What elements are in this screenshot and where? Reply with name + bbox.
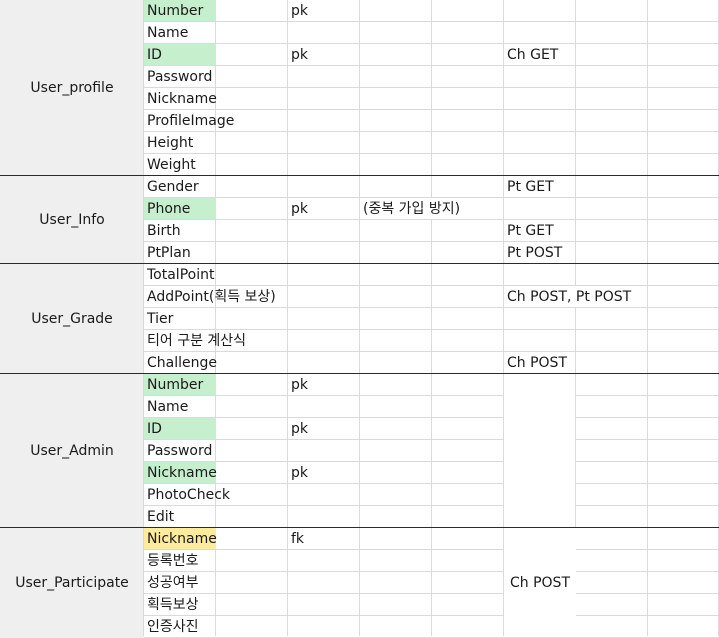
api-method-cell[interactable]: Pt GET [507, 223, 554, 239]
key-type-cell[interactable]: pk [291, 465, 308, 481]
merged-method-cell[interactable]: Ch POST [504, 528, 576, 637]
overflow-mask [504, 286, 647, 307]
row-gridline [144, 461, 719, 462]
field-name-cell[interactable]: Name [147, 399, 189, 415]
field-name-cell[interactable]: 티어 구분 계산식 [147, 333, 247, 349]
row-gridline [144, 43, 719, 44]
column-gridline [503, 0, 504, 636]
row-gridline [144, 153, 719, 154]
overflow-mask [216, 286, 287, 307]
key-type-cell[interactable]: pk [291, 421, 308, 437]
api-method-cell[interactable]: Pt POST [507, 245, 563, 261]
column-gridline [143, 0, 144, 636]
key-type-cell[interactable]: pk [291, 201, 308, 217]
row-gridline [144, 615, 719, 616]
row-gridline [144, 395, 719, 396]
field-name-cell[interactable]: Phone [144, 198, 216, 219]
column-gridline [647, 0, 648, 636]
field-name-cell[interactable]: PtPlan [147, 245, 191, 261]
field-name-cell[interactable]: Birth [147, 223, 181, 239]
field-name-cell[interactable]: Tier [147, 311, 174, 327]
group-label-cell[interactable] [0, 176, 144, 264]
row-gridline [144, 505, 719, 506]
overflow-mask [216, 110, 287, 131]
column-gridline [575, 0, 576, 636]
group-separator [0, 175, 719, 176]
overflow-mask [360, 198, 503, 219]
field-name-cell[interactable]: 인증사진 [147, 619, 199, 635]
group-separator [0, 263, 719, 264]
field-name-cell[interactable]: Gender [147, 179, 199, 195]
row-gridline [144, 307, 719, 308]
field-name-cell[interactable]: Nickname [144, 462, 217, 483]
api-method-cell[interactable]: Ch GET [507, 47, 559, 63]
row-gridline [144, 351, 719, 352]
merged-method-cell[interactable] [504, 374, 575, 527]
row-gridline [144, 593, 719, 594]
field-name-cell[interactable]: Nickname [144, 528, 217, 549]
field-name-cell[interactable]: Password [147, 69, 213, 85]
row-gridline [144, 131, 719, 132]
row-gridline [144, 549, 719, 550]
row-gridline [144, 439, 719, 440]
overflow-mask [216, 484, 287, 505]
row-gridline [144, 483, 719, 484]
field-name-cell[interactable]: Weight [147, 157, 196, 173]
row-gridline [144, 65, 719, 66]
group-separator [0, 527, 719, 528]
field-name-cell[interactable]: PhotoCheck [147, 487, 231, 503]
key-type-cell[interactable]: pk [291, 3, 308, 19]
row-gridline [144, 197, 719, 198]
key-type-cell[interactable]: pk [291, 377, 308, 393]
key-type-cell[interactable]: fk [291, 531, 305, 547]
group-label-cell[interactable] [0, 0, 144, 176]
row-gridline [144, 87, 719, 88]
field-name-cell[interactable]: Password [147, 443, 213, 459]
column-gridline [359, 0, 360, 636]
field-name-cell[interactable]: ProfileImage [147, 113, 235, 129]
field-name-cell[interactable]: 획득보상 [147, 597, 199, 613]
column-gridline [287, 0, 288, 636]
row-gridline [144, 571, 719, 572]
api-method-cell[interactable]: Ch POST [507, 355, 567, 371]
field-name-cell[interactable]: 성공여부 [147, 575, 199, 591]
key-type-cell[interactable]: pk [291, 47, 308, 63]
field-name-cell[interactable]: ID [144, 418, 216, 439]
column-gridline [215, 0, 216, 636]
field-name-cell[interactable]: 등록번호 [147, 553, 199, 569]
api-method-cell[interactable]: Pt GET [507, 179, 554, 195]
field-name-cell[interactable]: Nickname [147, 91, 217, 107]
field-name-cell[interactable]: ID [144, 44, 216, 65]
field-name-cell[interactable]: AddPoint(획득 보상) [147, 289, 276, 305]
group-label-cell[interactable] [0, 264, 144, 374]
field-name-cell[interactable]: Challenge [147, 355, 217, 371]
field-name-cell[interactable]: Edit [147, 509, 175, 525]
overflow-mask [216, 330, 287, 351]
field-name-cell[interactable]: Name [147, 25, 189, 41]
api-method-cell[interactable]: Ch POST, Pt POST [507, 289, 632, 305]
row-gridline [144, 329, 719, 330]
group-label: User_Participate [15, 575, 129, 591]
row-gridline [144, 109, 719, 110]
group-label-cell[interactable] [0, 374, 144, 528]
row-gridline [144, 219, 719, 220]
row-gridline [144, 285, 719, 286]
field-name-cell[interactable]: Height [147, 135, 194, 151]
field-name-cell[interactable]: Number [144, 374, 216, 395]
group-label: User_Grade [31, 311, 113, 327]
group-label: User_Info [39, 212, 105, 228]
group-separator [0, 373, 719, 374]
row-gridline [144, 417, 719, 418]
group-label: User_profile [30, 80, 114, 96]
field-name-cell[interactable]: Number [144, 0, 216, 21]
note-cell[interactable]: (중복 가입 방지) [363, 201, 461, 217]
row-gridline [144, 241, 719, 242]
group-label-cell[interactable] [0, 528, 144, 638]
group-label: User_Admin [30, 443, 114, 459]
row-gridline [144, 21, 719, 22]
column-gridline [431, 0, 432, 636]
field-name-cell[interactable]: TotalPoint [147, 267, 215, 283]
